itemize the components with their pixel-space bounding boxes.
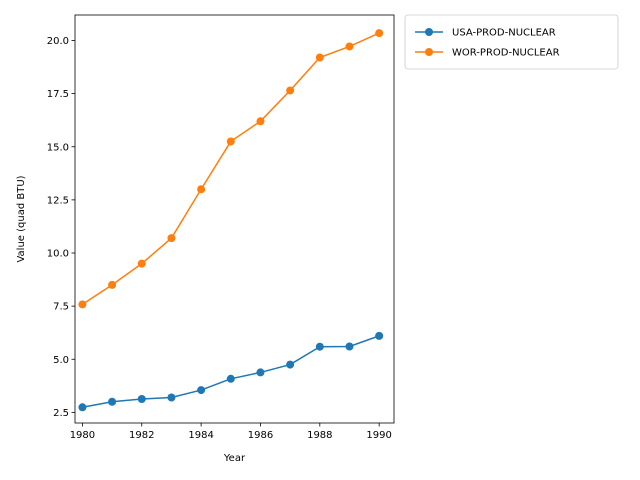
- data-point: [345, 342, 354, 351]
- series-layer: [78, 29, 384, 412]
- series-usa: [78, 331, 384, 412]
- y-tick-label: 20.0: [47, 36, 69, 47]
- data-point: [286, 86, 295, 95]
- x-tick-label: 1982: [129, 430, 154, 441]
- data-point: [286, 360, 295, 369]
- legend-marker-world: [425, 48, 433, 56]
- data-point: [137, 394, 146, 403]
- legend-entry-world: WOR-PROD-NUCLEAR: [415, 48, 560, 59]
- data-point: [167, 393, 176, 402]
- y-tick-label: 5.0: [53, 355, 69, 366]
- data-point: [167, 234, 176, 243]
- y-tick-label: 15.0: [47, 142, 69, 153]
- y-axis-label: Value (quad BTU): [16, 175, 27, 262]
- y-tick-label: 2.5: [53, 408, 69, 419]
- y-axis: 2.5 5.0 7.5 10.0 12.5 15.0 17.5 20.0: [47, 36, 75, 419]
- y-tick-label: 12.5: [47, 195, 69, 206]
- x-tick-label: 1986: [248, 430, 273, 441]
- x-axis-label: Year: [223, 453, 246, 464]
- x-tick-label: 1980: [70, 430, 95, 441]
- data-point: [256, 368, 265, 377]
- data-point: [137, 259, 146, 268]
- x-tick-label: 1984: [188, 430, 213, 441]
- x-tick-label: 1990: [366, 430, 391, 441]
- data-point: [345, 42, 354, 51]
- data-point: [375, 29, 384, 38]
- x-tick-label: 1988: [307, 430, 332, 441]
- data-point: [108, 397, 117, 406]
- legend-box: [404, 14, 619, 70]
- data-point: [197, 185, 206, 194]
- data-point: [108, 280, 117, 289]
- legend-label-world: WOR-PROD-NUCLEAR: [452, 48, 560, 59]
- y-tick-label: 10.0: [47, 249, 69, 260]
- data-point: [226, 137, 235, 146]
- series-line: [82, 32, 380, 306]
- plot-frame: [74, 14, 395, 424]
- series-line: [82, 335, 380, 409]
- legend-marker-usa: [425, 28, 433, 36]
- data-point: [256, 117, 265, 126]
- data-point: [78, 403, 87, 412]
- data-point: [315, 342, 324, 351]
- data-point: [78, 300, 87, 309]
- data-point: [197, 386, 206, 395]
- legend-entry-usa: USA-PROD-NUCLEAR: [415, 28, 556, 39]
- x-axis: 1980 1982 1984 1986 1988 1990: [70, 423, 392, 441]
- legend-label-usa: USA-PROD-NUCLEAR: [452, 28, 556, 39]
- data-point: [315, 53, 324, 62]
- series-world: [78, 29, 384, 309]
- legend: USA-PROD-NUCLEAR WOR-PROD-NUCLEAR: [404, 14, 619, 70]
- data-point: [226, 374, 235, 383]
- plot-area: [74, 14, 395, 424]
- data-point: [375, 331, 384, 340]
- y-tick-label: 7.5: [53, 302, 69, 313]
- y-tick-label: 17.5: [47, 89, 69, 100]
